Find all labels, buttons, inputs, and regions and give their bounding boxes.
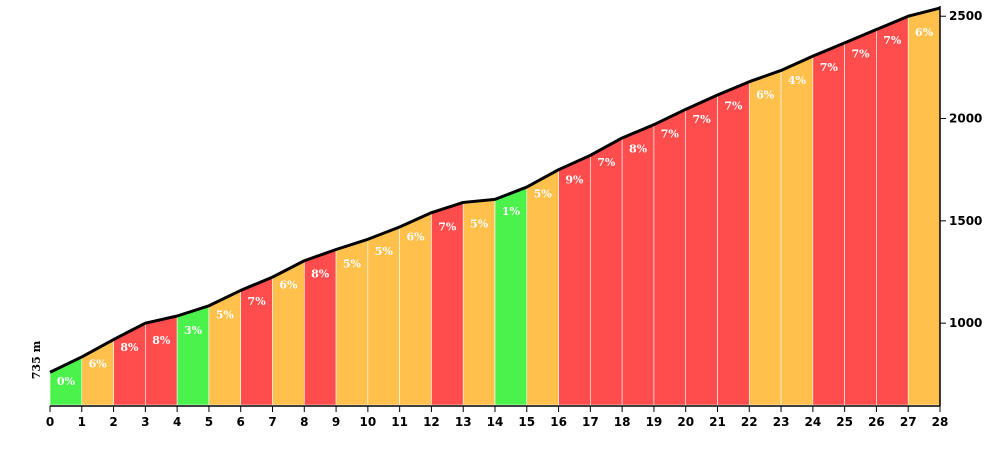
grade-segments (49, 7, 941, 406)
x-tick-label-17: 17 (582, 415, 599, 429)
grade-label-10: 5% (375, 245, 394, 258)
grade-segment-4 (176, 305, 210, 406)
grade-segment-20 (685, 94, 718, 406)
grade-label-1: 6% (89, 358, 108, 371)
grade-label-0: 0% (57, 375, 76, 388)
x-tick-label-15: 15 (518, 415, 535, 429)
x-tick-label-14: 14 (487, 415, 504, 429)
start-elevation-label: 735 m (30, 340, 43, 379)
grade-label-14: 1% (502, 205, 521, 218)
x-tick-label-10: 10 (360, 415, 377, 429)
grade-label-24: 7% (820, 61, 839, 74)
x-tick-label-7: 7 (268, 415, 276, 429)
grade-label-27: 6% (915, 26, 934, 39)
x-tick-label-19: 19 (646, 415, 663, 429)
grade-segment-24 (812, 42, 845, 406)
x-tick-label-24: 24 (805, 415, 822, 429)
x-tick-label-25: 25 (836, 415, 853, 429)
x-tick-label-20: 20 (677, 415, 694, 429)
grade-segment-15 (526, 169, 559, 406)
x-tick-label-28: 28 (932, 415, 949, 429)
grade-segment-22 (748, 70, 782, 406)
x-tick-label-9: 9 (332, 415, 340, 429)
x-tick-label-23: 23 (773, 415, 790, 429)
grade-label-5: 5% (216, 308, 235, 321)
y-axis: 1000 1500 2000 2500 (939, 6, 982, 406)
grade-label-7: 6% (279, 279, 298, 292)
grade-segment-26 (876, 15, 909, 406)
x-tick-label-4: 4 (173, 415, 181, 429)
grade-label-4: 3% (184, 324, 203, 337)
grade-label-18: 8% (629, 143, 648, 156)
x-tick-label-1: 1 (78, 415, 86, 429)
x-tick-label-13: 13 (455, 415, 472, 429)
elevation-line-group (49, 6, 941, 374)
grade-label-6: 7% (248, 295, 267, 308)
grade-label-8: 8% (311, 267, 330, 280)
x-tick-label-27: 27 (900, 415, 917, 429)
x-axis: 0 1 2 3 4 5 6 7 8 9 10 11 12 13 14 15 16 17 18 19 20 21 22 23 24… (46, 405, 949, 429)
grade-label-2: 8% (120, 341, 139, 354)
x-tick-label-0: 0 (46, 415, 54, 429)
x-tick-label-21: 21 (709, 415, 726, 429)
x-tick-label-18: 18 (614, 415, 631, 429)
grade-label-26: 7% (883, 34, 902, 47)
grade-label-13: 5% (470, 217, 489, 230)
x-tick-label-8: 8 (300, 415, 308, 429)
grade-label-11: 6% (406, 231, 425, 244)
grade-segment-21 (717, 81, 750, 406)
grade-segment-17 (590, 137, 623, 406)
grade-segment-25 (844, 29, 877, 406)
x-tick-label-5: 5 (205, 415, 213, 429)
y-tick-label-1: 1500 (949, 214, 982, 228)
grade-segment-3 (145, 315, 178, 406)
x-tick-label-12: 12 (423, 415, 440, 429)
y-tick-label-2: 2000 (949, 112, 982, 126)
y-tick-label-0: 1000 (949, 316, 982, 330)
grade-label-15: 5% (534, 188, 553, 201)
x-tick-label-22: 22 (741, 415, 758, 429)
x-tick-label-11: 11 (391, 415, 408, 429)
grade-label-20: 7% (693, 113, 712, 126)
grade-label-9: 5% (343, 257, 362, 270)
x-tick-label-6: 6 (237, 415, 245, 429)
grade-label-21: 7% (724, 100, 743, 113)
x-tick-label-16: 16 (550, 415, 567, 429)
grade-segment-14 (494, 186, 528, 406)
x-tick-label-2: 2 (109, 415, 117, 429)
x-tick-label-26: 26 (868, 415, 885, 429)
grade-label-3: 8% (152, 334, 171, 347)
grade-segment-18 (621, 124, 655, 406)
grade-segment-27 (907, 7, 941, 406)
grade-labels: 0% 6% 8% 8% 3% 5% 7% 6% 8% 5% 5% 6% 7% 5% 1% 5% 9% 7% 8% 7%… (57, 26, 934, 388)
grade-segment-19 (653, 108, 687, 406)
grade-segment-23 (780, 55, 814, 406)
grade-label-17: 7% (597, 156, 616, 169)
grade-label-12: 7% (438, 220, 457, 233)
grade-label-23: 4% (788, 74, 807, 87)
elevation-line (49, 6, 941, 374)
x-tick-label-3: 3 (141, 415, 149, 429)
grade-label-22: 6% (756, 88, 775, 101)
grade-label-25: 7% (851, 48, 870, 61)
grade-label-16: 9% (565, 173, 584, 186)
grade-segment-16 (558, 154, 591, 406)
y-tick-label-3: 2500 (949, 9, 982, 23)
grade-label-19: 7% (661, 127, 680, 140)
